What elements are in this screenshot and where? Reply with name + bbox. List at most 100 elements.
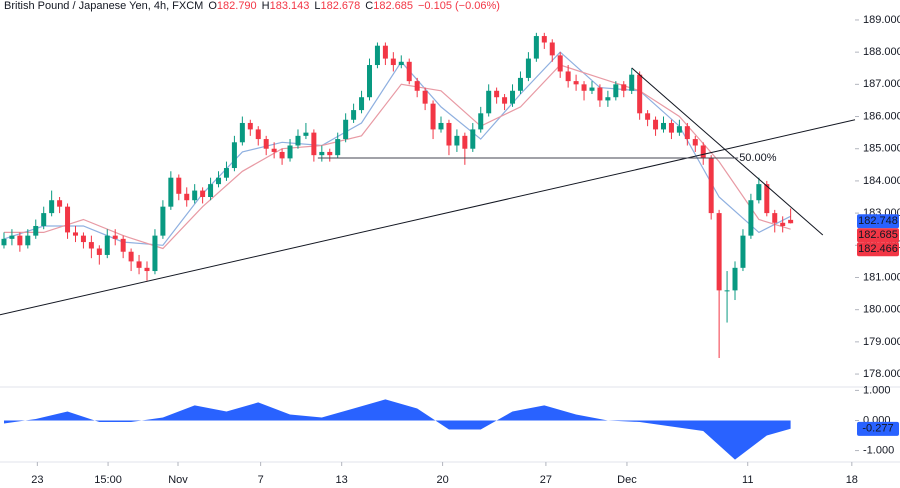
x-tick-label: 11 (742, 474, 753, 486)
candle-body (716, 213, 722, 291)
candle-body (581, 84, 587, 91)
y-tick-label: 184.000 (863, 175, 900, 187)
y-tick-label: 180.000 (863, 304, 900, 316)
candle-body (541, 36, 547, 43)
candle-body (295, 135, 301, 146)
candle-body (263, 139, 269, 149)
candle-body (255, 129, 261, 140)
candle-body (57, 200, 63, 207)
x-tick-label: 20 (436, 474, 448, 486)
candle-body (128, 251, 134, 262)
candle-body (271, 148, 277, 152)
candle-body (406, 61, 412, 82)
candle-body (112, 235, 118, 239)
candle-body (645, 113, 651, 120)
candle-body (525, 58, 531, 78)
candle-body (637, 74, 643, 114)
candle-body (549, 42, 555, 56)
y-tick-label: 179.000 (863, 336, 900, 348)
candle-body (287, 145, 293, 159)
candle-body (311, 132, 317, 156)
candle-body (9, 235, 15, 239)
x-tick-label: 15:00 (94, 474, 122, 486)
candle-body (65, 206, 71, 233)
candle-body (247, 122, 253, 130)
symbol: British Pound / Japanese Yen, 4h, FXCM (4, 0, 203, 12)
candle-body (80, 235, 86, 243)
candle-body (104, 235, 110, 255)
candle-body (279, 151, 285, 159)
candle-body (708, 158, 714, 214)
candle-body (208, 184, 214, 198)
candle-body (597, 87, 603, 101)
candle-body (732, 267, 738, 291)
oscillator-area (4, 399, 791, 460)
price-tag (857, 228, 899, 243)
price-tag (857, 242, 899, 257)
candle-body (565, 71, 571, 82)
candle-body (756, 184, 762, 201)
candle-body (533, 36, 539, 59)
candle-body (1, 238, 7, 246)
candle-body (454, 135, 460, 146)
candle-body (351, 110, 357, 120)
candle-body (772, 213, 778, 223)
candle-body (438, 122, 444, 130)
x-tick-label: 27 (540, 474, 552, 486)
candle-body (653, 119, 659, 130)
price-tag-label: 182.685 (858, 229, 898, 241)
candle-body (470, 129, 476, 149)
x-tick-label: 7 (258, 474, 264, 486)
candle-body (72, 232, 78, 236)
osc-tick-label: 1.000 (863, 384, 891, 396)
y-tick-label: 187.000 (863, 78, 900, 90)
price-tag (857, 214, 899, 229)
osc-tick-label: -1.000 (863, 444, 894, 456)
candle-body (740, 235, 746, 268)
candle-body (327, 151, 333, 156)
oscillator-tag (857, 421, 899, 436)
change: −0.105 (−0.06%) (418, 0, 500, 12)
candle-body (359, 97, 365, 111)
candle-body (676, 126, 682, 133)
candle-body (303, 132, 309, 136)
y-tick-label: 189.000 (863, 14, 900, 26)
level-label: 50.00% (739, 152, 777, 164)
candle-body (41, 213, 47, 226)
candle-body (136, 261, 142, 268)
trendline (631, 67, 824, 236)
candle-body (621, 84, 627, 91)
candle-body (168, 177, 174, 207)
candle-body (390, 58, 396, 66)
candle-body (557, 55, 563, 72)
candle-body (33, 225, 39, 236)
candle-body (366, 65, 372, 98)
candle-body (589, 87, 595, 91)
candle-body (422, 90, 428, 104)
candle-body (398, 61, 404, 66)
ohlc-key: H (262, 0, 270, 12)
candle-body (25, 235, 31, 246)
candle-body (502, 97, 508, 104)
ohlc-value: 182.790 (217, 0, 257, 12)
candle-body (605, 97, 611, 101)
moving-average (3, 51, 791, 246)
candle-body (660, 122, 666, 130)
candle-body (231, 142, 237, 169)
candle-body (748, 200, 754, 236)
candle-body (430, 103, 436, 130)
y-tick-label: 188.000 (863, 46, 900, 58)
candle-body (764, 184, 770, 214)
y-tick-label: 178.000 (863, 368, 900, 380)
y-tick-label: 186.000 (863, 110, 900, 122)
ohlc-value: 182.678 (321, 0, 361, 12)
ohlc-key: L (314, 0, 320, 12)
candle-body (120, 238, 126, 252)
x-tick-label: 18 (846, 474, 858, 486)
candle-body (684, 126, 690, 140)
candle-body (494, 90, 500, 98)
candle-body (382, 45, 388, 59)
oscillator-tag-label: -0.277 (862, 423, 893, 435)
x-tick-label: Dec (617, 474, 637, 486)
candle-body (239, 122, 245, 143)
